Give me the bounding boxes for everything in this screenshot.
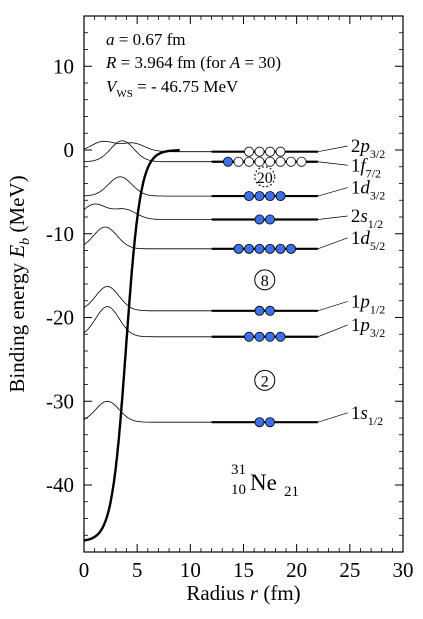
annotations: a = 0.67 fm R = 3.964 fm (for A = 30) VWS … <box>105 30 299 500</box>
nucleus-symbol: Ne <box>250 470 277 495</box>
magic-number-label: 8 <box>261 273 269 290</box>
level-label: 2s1/2 <box>351 206 383 231</box>
nucleon-filled <box>275 331 286 342</box>
magic-number-circle <box>254 269 276 291</box>
nucleon-empty <box>265 156 276 167</box>
nucleon-filled <box>265 417 276 428</box>
level-leader-line <box>317 187 348 197</box>
nucleus-atomic-number: 10 <box>231 482 246 498</box>
level-label: 1p1/2 <box>351 291 385 316</box>
potential-curve <box>83 149 180 542</box>
nucleon-filled <box>254 417 265 428</box>
nucleon-empty <box>286 156 297 167</box>
level-leader-line <box>317 412 348 423</box>
y-axis-label: Binding energy Eb (MeV) <box>5 175 33 392</box>
param-a: a = 0.67 fm <box>106 30 185 49</box>
level-leader-line <box>317 324 348 338</box>
y-tick-label: 10 <box>53 54 74 78</box>
level-label: 2p3/2 <box>351 136 385 161</box>
x-tick-label: 20 <box>286 558 307 582</box>
nucleon-filled <box>254 305 265 316</box>
nucleon-empty <box>244 156 255 167</box>
nucleon-filled <box>265 191 276 202</box>
nucleon-filled <box>265 243 276 254</box>
potential-curve-group <box>83 149 180 542</box>
level-leader-line <box>317 161 348 166</box>
nucleon-empty <box>296 156 307 167</box>
nucleon-empty <box>275 156 286 167</box>
y-tick-label: -10 <box>46 222 74 246</box>
nucleon-empty <box>275 146 286 157</box>
nucleon-empty <box>254 156 265 167</box>
x-tick-label: 5 <box>132 558 143 582</box>
level-leader-line <box>317 301 348 312</box>
nucleon-empty <box>265 146 276 157</box>
nucleon-empty <box>244 146 255 157</box>
wavefunction-curve <box>83 203 282 220</box>
x-tick-label: 30 <box>393 558 414 582</box>
nucleon-filled <box>254 191 265 202</box>
magic-number-label: 20 <box>257 170 273 187</box>
wavefunction-curves <box>83 140 282 423</box>
level-label: 1p3/2 <box>351 315 385 340</box>
axes: 0 5 10 15 20 25 30 10 0 -10 -20 -30 -40 Radius r (fm)… <box>5 15 414 605</box>
level-label: 1f7/2 <box>351 155 381 180</box>
magic-number-circle <box>254 166 276 188</box>
x-axis-label: Radius r (fm) <box>186 581 300 605</box>
nucleus-neutron-number: 21 <box>284 484 299 500</box>
x-tick-label: 10 <box>180 558 201 582</box>
nucleon-filled <box>275 191 286 202</box>
y-tick-label: -30 <box>46 389 74 413</box>
nucleon-empty <box>233 156 244 167</box>
level-leader-line <box>317 237 348 250</box>
nucleus-mass-number: 31 <box>231 462 246 478</box>
nucleon-filled <box>244 243 255 254</box>
x-tick-label: 25 <box>339 558 360 582</box>
nucleon-filled <box>254 331 265 342</box>
nucleon-filled <box>223 156 234 167</box>
x-tick-label: 15 <box>233 558 254 582</box>
y-tick-label: -20 <box>46 306 74 330</box>
wavefunction-curve <box>83 286 282 312</box>
nucleon-filled <box>254 214 265 225</box>
nucleon-filled <box>275 243 286 254</box>
nucleon-filled <box>265 331 276 342</box>
magic-number-label: 2 <box>261 373 269 390</box>
y-tick-label: -40 <box>46 473 74 497</box>
nucleon-filled <box>254 243 265 254</box>
wavefunction-curve <box>83 400 282 423</box>
y-tick-label: 0 <box>64 138 75 162</box>
nucleon-filled <box>286 243 297 254</box>
nucleon-filled <box>244 331 255 342</box>
x-tick-label: 0 <box>79 558 90 582</box>
nucleon-filled <box>265 214 276 225</box>
nucleon-filled <box>244 191 255 202</box>
level-leader-line <box>317 145 348 153</box>
level-label: 1d3/2 <box>351 178 385 203</box>
level-leader-line <box>317 215 348 220</box>
magic-number-circle <box>254 369 276 391</box>
nucleon-filled <box>265 305 276 316</box>
nucleon-filled <box>233 243 244 254</box>
nucleon-empty <box>254 146 265 157</box>
param-R: R = 3.964 fm (for A = 30) <box>105 53 281 72</box>
level-label: 1d5/2 <box>351 228 385 253</box>
level-label: 1s1/2 <box>351 403 383 428</box>
param-V: VWS = - 46.75 MeV <box>106 77 239 100</box>
